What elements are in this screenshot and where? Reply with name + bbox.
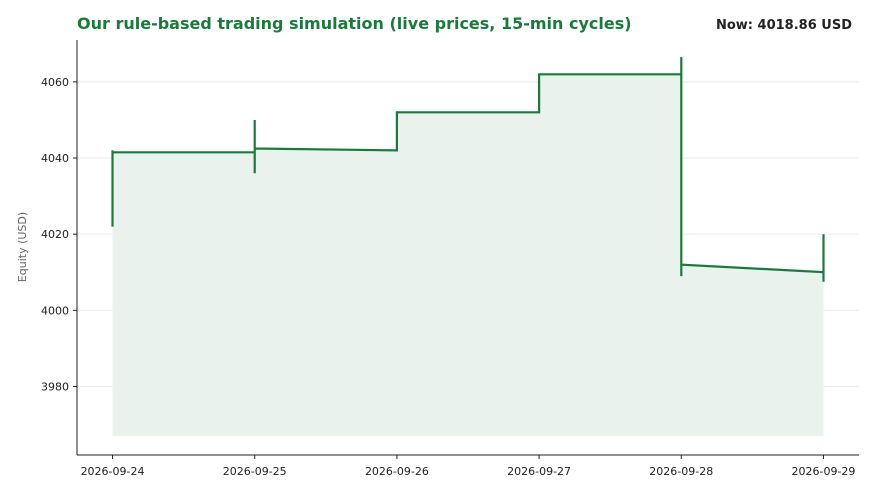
y-tick-label: 3980 bbox=[41, 380, 69, 393]
now-label: Now: bbox=[715, 18, 754, 33]
x-tick-label: 2026-09-26 bbox=[365, 465, 429, 478]
y-tick-label: 4040 bbox=[41, 152, 69, 165]
x-axis-ticks: 2026-09-24 2026-09-25 2026-09-26 2026-09-27… bbox=[81, 455, 855, 478]
x-tick-label: 2026-09-24 bbox=[81, 465, 145, 478]
equity-area-fill bbox=[112, 57, 824, 436]
equity-line bbox=[111, 57, 825, 282]
x-tick-label: 2026-09-29 bbox=[791, 465, 855, 478]
current-equity-readout: Now: 4018.86 USD bbox=[716, 18, 852, 33]
x-tick-label: 2026-09-25 bbox=[223, 465, 287, 478]
now-value: 4018.86 USD bbox=[757, 18, 852, 33]
y-axis-label: Equity (USD) bbox=[16, 212, 29, 282]
x-tick-label: 2026-09-27 bbox=[507, 465, 571, 478]
x-tick-label: 2026-09-28 bbox=[649, 465, 713, 478]
y-tick-label: 4060 bbox=[41, 76, 69, 89]
y-tick-label: 4000 bbox=[41, 304, 69, 317]
y-axis-ticks: 3980 4000 4020 4040 4060 bbox=[41, 76, 77, 393]
y-tick-label: 4020 bbox=[41, 228, 69, 241]
chart-title: Our rule-based trading simulation (live … bbox=[77, 14, 632, 33]
